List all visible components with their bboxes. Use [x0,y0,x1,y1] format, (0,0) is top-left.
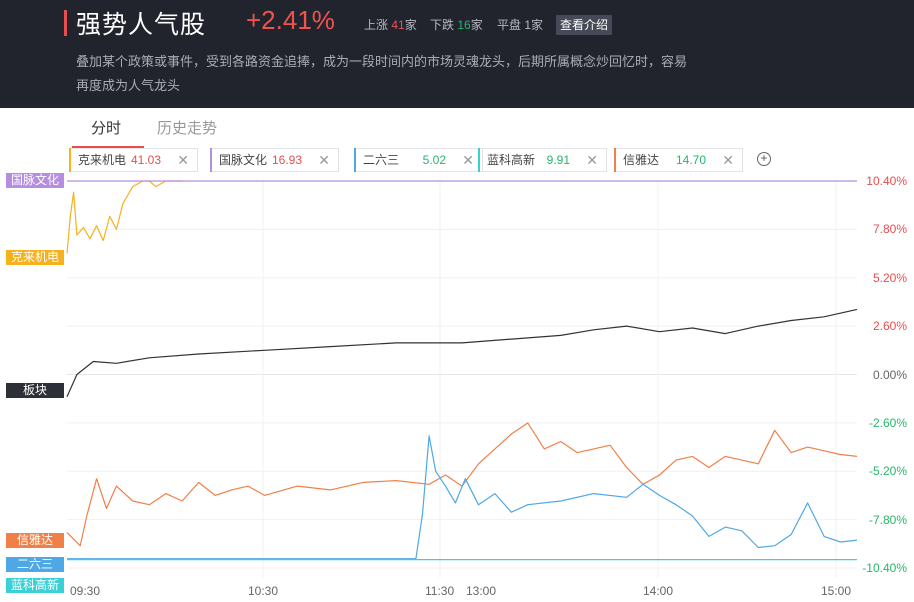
y-tick-label: 0.00% [872,367,907,382]
flat-count: 1 [524,18,532,32]
view-intro-button[interactable]: 查看介绍 [556,15,613,35]
stock-price: 9.91 [546,153,570,167]
y-tick-label: 5.20% [872,270,907,285]
close-icon[interactable]: ✕ [318,152,330,168]
x-tick-label: 13:00 [466,584,497,598]
stock-color-stripe [354,148,356,172]
y-tick-label: -5.20% [868,464,907,479]
board-header: 强势人气股 +2.41% 上涨 41家 下跌 16家 平盘 1家 查看介绍 叠加… [0,0,914,108]
up-count: 41 [391,18,405,32]
stock-name: 蓝科高新 [487,153,536,167]
x-tick-label: 09:30 [70,584,101,598]
tab-intraday[interactable]: 分时 [91,120,122,137]
tab-history-trend[interactable]: 历史走势 [157,120,218,137]
stock-price: 5.02 [422,153,446,167]
x-tick-label: 11:30 [425,584,455,598]
stock-tag-kelai[interactable]: 克来机电 41.03 ✕ [69,148,198,172]
series-line-二六三 [67,435,858,560]
close-icon[interactable]: ✕ [722,152,734,168]
up-count-stat: 上涨 41家 [364,18,417,32]
side-label-guomai: 国脉文化 [6,173,64,188]
stock-price: 41.03 [130,153,161,167]
y-tick-label: -7.80% [868,512,907,527]
side-label-erliusan: 二六三 [6,557,64,572]
series-line-板块 [66,308,858,398]
side-label-lanke: 蓝科高新 [6,578,64,593]
stock-tag-lanke[interactable]: 蓝科高新 9.91 ✕ [478,148,607,172]
x-tick-label: 15:00 [821,584,852,598]
down-count-stat: 下跌 16家 [430,18,483,32]
board-change-percent: +2.41% [246,5,335,35]
stock-name: 信雅达 [623,153,660,167]
add-stock-icon[interactable]: + [757,152,771,166]
close-icon[interactable]: ✕ [462,152,474,168]
x-tick-label: 14:00 [643,584,674,598]
side-label-xinyada: 信雅达 [6,533,64,548]
stock-price: 16.93 [271,153,302,167]
stock-tag-guomai[interactable]: 国脉文化 16.93 ✕ [210,148,339,172]
flat-count-stat: 平盘 1家 [497,18,544,32]
stock-price: 14.70 [675,153,706,167]
stock-color-stripe [210,148,212,172]
close-icon[interactable]: ✕ [177,152,189,168]
series-line-信雅达 [66,422,858,547]
side-label-bankuai: 板块 [6,383,64,398]
y-tick-label: -2.60% [868,415,907,430]
y-tick-label: 7.80% [872,222,907,237]
stock-name: 国脉文化 [219,153,268,167]
stock-name: 二六三 [363,153,400,167]
stock-color-stripe [614,148,616,172]
stock-color-stripe [478,148,480,172]
stock-tag-erliusan[interactable]: 二六三 5.02 ✕ [354,148,483,172]
board-description: 叠加某个政策或事件，受到各路资金追捧，成为一段时间内的市场灵魂龙头，后期所属概念… [76,54,688,93]
stock-tag-xinyada[interactable]: 信雅达 14.70 ✕ [614,148,743,172]
y-tick-label: 10.40% [866,174,907,188]
side-label-kelai: 克来机电 [6,250,64,265]
down-count: 16 [457,18,471,32]
stock-color-stripe [69,148,71,172]
series-line-克来机电 [66,180,183,254]
active-tab-indicator [72,146,144,148]
close-icon[interactable]: ✕ [586,152,598,168]
title-accent-bar [64,10,67,36]
x-tick-label: 10:30 [248,584,279,598]
y-tick-label: -10.40% [862,561,907,575]
board-title: 强势人气股 [76,11,207,39]
y-tick-label: 2.60% [872,319,907,334]
stock-name: 克来机电 [78,153,127,167]
